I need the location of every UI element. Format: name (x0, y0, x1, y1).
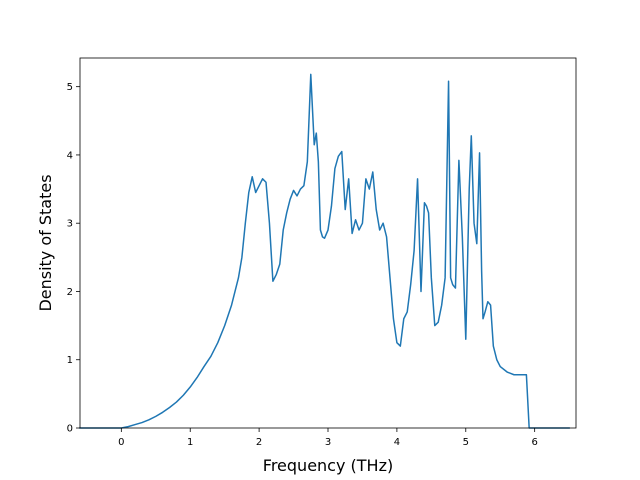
plot-area (79, 73, 570, 429)
y-axis-label: Density of States (36, 174, 55, 311)
y-tick-label: 5 (67, 82, 73, 93)
y-tick-label: 0 (67, 424, 73, 435)
dos-series-line (79, 73, 570, 429)
x-tick-label: 4 (394, 437, 400, 448)
x-tick-label: 6 (531, 437, 537, 448)
y-tick-label: 2 (67, 287, 73, 298)
y-tick-label: 1 (67, 355, 73, 366)
x-tick-label: 0 (118, 437, 124, 448)
plot-frame (79, 57, 577, 429)
x-axis-ticks: 0 1 2 3 4 5 6 (118, 428, 538, 448)
x-tick-label: 3 (325, 437, 331, 448)
y-axis-ticks: 0 1 2 3 4 5 (67, 82, 80, 435)
x-tick-label: 5 (463, 437, 469, 448)
x-axis-label: Frequency (THz) (263, 456, 393, 475)
x-tick-label: 1 (187, 437, 193, 448)
y-tick-label: 4 (67, 150, 73, 161)
x-tick-label: 2 (256, 437, 262, 448)
y-tick-label: 3 (67, 219, 73, 230)
